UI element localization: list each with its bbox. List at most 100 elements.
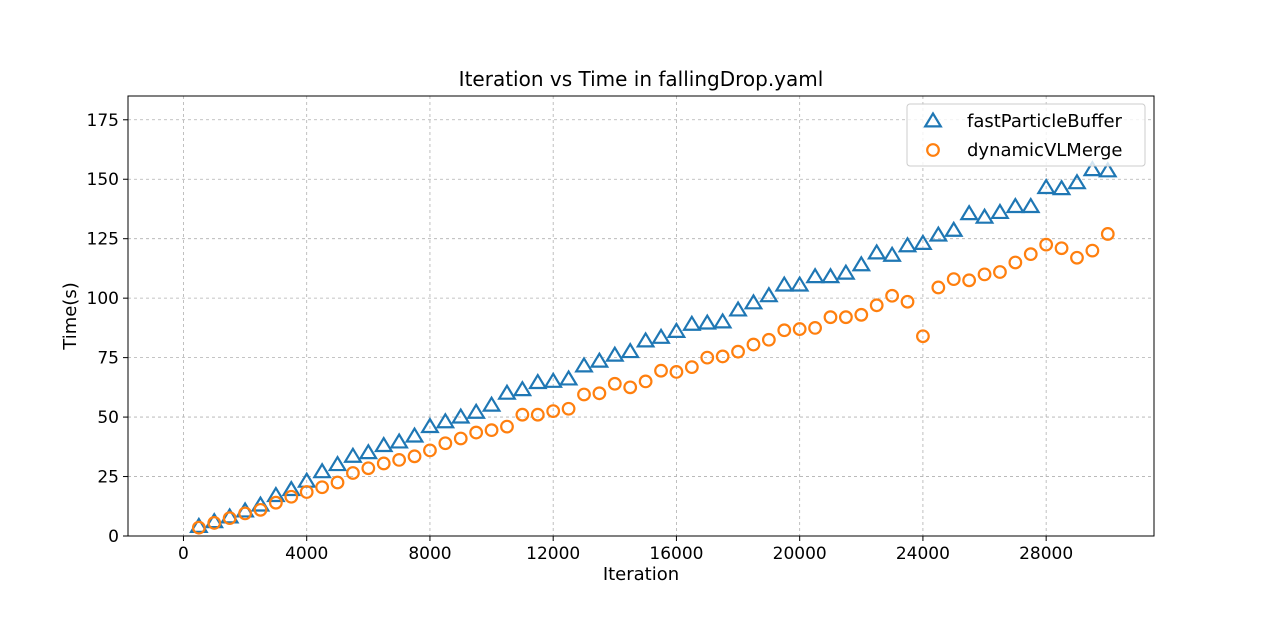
dynamicVLMerge-point: [1070, 250, 1084, 265]
fastParticleBuffer-point: [666, 321, 687, 338]
dynamicVLMerge-point: [700, 350, 715, 365]
fastParticleBuffer-point: [404, 426, 425, 443]
data-points: [189, 160, 1118, 535]
x-tick-label: 16000: [649, 544, 703, 564]
plot-frame: [127, 95, 1155, 537]
fastParticleBuffer-point: [635, 331, 656, 348]
dynamicVLMerge-point: [222, 511, 237, 526]
fastParticleBuffer-point: [943, 220, 964, 237]
dynamicVLMerge-point: [500, 419, 514, 434]
fastParticleBuffer-point: [451, 407, 471, 424]
dynamicVLMerge-point: [268, 495, 283, 510]
dynamicVLMerge-point: [577, 387, 591, 402]
dynamicVLMerge-point: [746, 337, 761, 352]
x-tick-label: 20000: [773, 544, 827, 564]
dynamicVLMerge-point: [761, 332, 776, 347]
fastParticleBuffer-point: [882, 245, 902, 262]
fastParticleBuffer-point: [1067, 173, 1087, 190]
fastParticleBuffer-point: [728, 300, 748, 317]
fastParticleBuffer-point: [759, 286, 779, 303]
fastParticleBuffer-point: [189, 516, 209, 533]
dynamicVLMerge-point: [607, 376, 622, 391]
y-tick-label: 0: [108, 527, 119, 547]
legend-item: dynamicVLMerge: [926, 140, 1122, 161]
dynamicVLMerge-point: [962, 273, 977, 288]
fastParticleBuffer-point: [250, 495, 271, 512]
fastParticleBuffer-point: [789, 275, 810, 292]
fastParticleBuffer-point: [219, 507, 240, 524]
dynamicVLMerge-point: [592, 386, 607, 401]
fastParticleBuffer-point: [682, 314, 702, 331]
series-fastParticleBuffer: [189, 160, 1118, 533]
dynamicVLMerge-point: [407, 449, 422, 464]
x-tick-label: 12000: [526, 544, 580, 564]
fastParticleBuffer-point: [820, 267, 841, 284]
fastParticleBuffer-point: [266, 485, 286, 503]
dynamicVLMerge-point: [869, 298, 884, 313]
dynamicVLMerge-point: [207, 516, 222, 530]
x-tick-label: 0: [178, 544, 189, 564]
fastParticleBuffer-point: [605, 345, 625, 362]
fastParticleBuffer-point: [851, 255, 872, 272]
dynamicVLMerge-point: [777, 323, 792, 338]
dynamicVLMerge-point: [623, 380, 638, 395]
fastParticleBuffer-point: [743, 293, 764, 310]
legend-marker-triangle: [923, 111, 943, 128]
legend-label: fastParticleBuffer: [967, 111, 1123, 132]
fastParticleBuffer-point: [420, 416, 440, 434]
x-tick-label: 8000: [408, 544, 451, 564]
dynamicVLMerge-point: [238, 506, 252, 521]
dynamicVLMerge-point: [1100, 227, 1115, 241]
x-tick-label: 4000: [285, 544, 328, 564]
dynamicVLMerge-point: [376, 456, 391, 471]
dynamicVLMerge-point: [1054, 241, 1069, 256]
dynamicVLMerge-point: [392, 452, 407, 467]
dynamicVLMerge-point: [731, 344, 745, 359]
dynamicVLMerge-point: [900, 294, 915, 309]
y-tick-label: 75: [97, 349, 119, 369]
fastParticleBuffer-point: [389, 432, 409, 449]
dynamicVLMerge-point: [885, 288, 900, 303]
fastParticleBuffer-point: [774, 275, 795, 292]
dynamicVLMerge-point: [561, 401, 576, 416]
fastParticleBuffer-point: [312, 462, 332, 479]
fastParticleBuffer-point: [435, 412, 456, 429]
dynamicVLMerge-point: [284, 489, 299, 504]
dynamicVLMerge-point: [469, 425, 484, 440]
fastParticleBuffer-point: [543, 371, 563, 388]
fastParticleBuffer-point: [712, 312, 733, 329]
dynamicVLMerge-point: [191, 520, 206, 535]
y-tick-label: 150: [87, 170, 119, 190]
legend-label: dynamicVLMerge: [967, 140, 1122, 161]
y-tick-label: 50: [97, 408, 119, 428]
fastParticleBuffer-point: [1021, 196, 1041, 214]
fastParticleBuffer-point: [959, 204, 979, 221]
fastParticleBuffer-point: [805, 267, 825, 284]
dynamicVLMerge-point: [946, 272, 961, 287]
dynamicVLMerge-point: [916, 329, 930, 344]
fastParticleBuffer-point: [281, 479, 302, 497]
dynamicVLMerge-point: [931, 280, 946, 295]
fastParticleBuffer-point: [974, 207, 995, 224]
fastParticleBuffer-point: [589, 351, 610, 368]
dynamicVLMerge-point: [346, 466, 360, 480]
dynamicVLMerge-point: [1039, 237, 1054, 252]
y-tick-label: 125: [87, 230, 119, 250]
legend-marker-circle: [926, 143, 940, 157]
fastParticleBuffer-point: [990, 202, 1010, 220]
dynamicVLMerge-point: [423, 443, 437, 458]
dynamicVLMerge-point: [977, 267, 992, 282]
dynamicVLMerge-point: [1085, 243, 1100, 258]
dynamicVLMerge-point: [515, 407, 530, 422]
fastParticleBuffer-point: [574, 356, 594, 373]
legend-box: [906, 103, 1146, 167]
fastParticleBuffer-point: [620, 342, 640, 359]
dynamicVLMerge-point: [654, 363, 668, 378]
x-axis-label: Iteration: [603, 564, 679, 585]
dynamicVLMerge-point: [484, 423, 499, 438]
fastParticleBuffer-point: [512, 380, 533, 397]
dynamicVLMerge-point: [315, 480, 330, 495]
dynamicVLMerge-point: [993, 265, 1007, 279]
fastParticleBuffer-point: [358, 443, 379, 460]
